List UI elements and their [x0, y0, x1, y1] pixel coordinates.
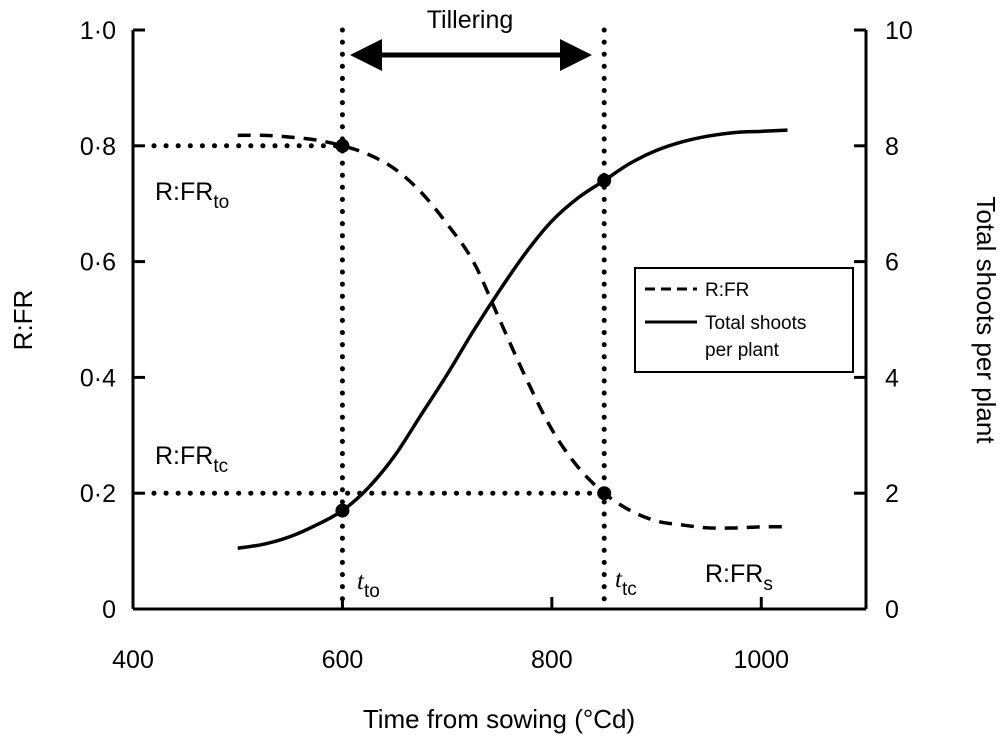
x-tick-label: 1000	[733, 646, 789, 674]
t-tc-label: ttc	[615, 566, 637, 600]
legend-label-shoots: Total shoots	[705, 313, 806, 334]
ticks	[131, 28, 866, 611]
x-tick-label: 800	[531, 646, 573, 674]
tillering-label: Tillering	[427, 6, 514, 34]
rfr-to-label: R:FRto	[155, 178, 229, 213]
data-point-marker	[335, 503, 350, 518]
x-tick-label: 400	[112, 646, 154, 674]
legend-label-shoots-line2: per plant	[705, 340, 780, 361]
y-right-tick-label: 8	[885, 133, 899, 161]
legend: R:FR Total shoots per plant	[634, 267, 854, 373]
x-axis-title: Time from sowing (°Cd)	[363, 704, 635, 734]
x-tick-label: 600	[322, 646, 364, 674]
tillering-arrowhead-left	[350, 39, 382, 71]
right-y-axis-title: Total shoots per plant	[971, 196, 1000, 444]
y-right-tick-label: 2	[885, 480, 899, 508]
rfr-tc-label: R:FRtc	[155, 442, 228, 477]
rfr-s-label: R:FRs	[705, 560, 773, 595]
tillering-arrow: Tillering	[350, 6, 592, 71]
tillering-arrowhead-right	[560, 39, 592, 71]
data-point-marker	[335, 138, 350, 153]
series-line-rfr	[237, 133, 788, 530]
legend-box	[634, 267, 854, 373]
y-left-tick-label: 0·6	[80, 249, 116, 277]
y-right-tick-label: 4	[885, 364, 899, 392]
series-layer	[237, 128, 788, 550]
y-left-tick-label: 0·2	[80, 480, 116, 508]
y-right-tick-label: 10	[885, 17, 913, 45]
series-line-total-shoots	[237, 128, 788, 550]
marker-layer	[335, 138, 612, 518]
axes	[131, 30, 868, 611]
data-point-marker	[597, 173, 612, 188]
y-left-tick-label: 0	[102, 596, 116, 624]
t-to-label: tto	[357, 568, 380, 602]
y-right-tick-label: 6	[885, 249, 899, 277]
legend-label-rfr: R:FR	[705, 280, 749, 301]
y-right-tick-label: 0	[885, 596, 899, 624]
y-left-tick-label: 1·0	[80, 17, 116, 45]
left-y-axis-title: R:FR	[8, 290, 38, 351]
y-left-tick-label: 0·4	[80, 364, 116, 392]
data-point-marker	[597, 486, 612, 501]
reference-lines	[151, 27, 607, 612]
y-left-tick-label: 0·8	[80, 133, 116, 161]
tick-labels: 400 600 800 1000 0 0·2 0·4 0·6 0·8 1·0 0 2 4 6 8 10	[80, 17, 913, 674]
